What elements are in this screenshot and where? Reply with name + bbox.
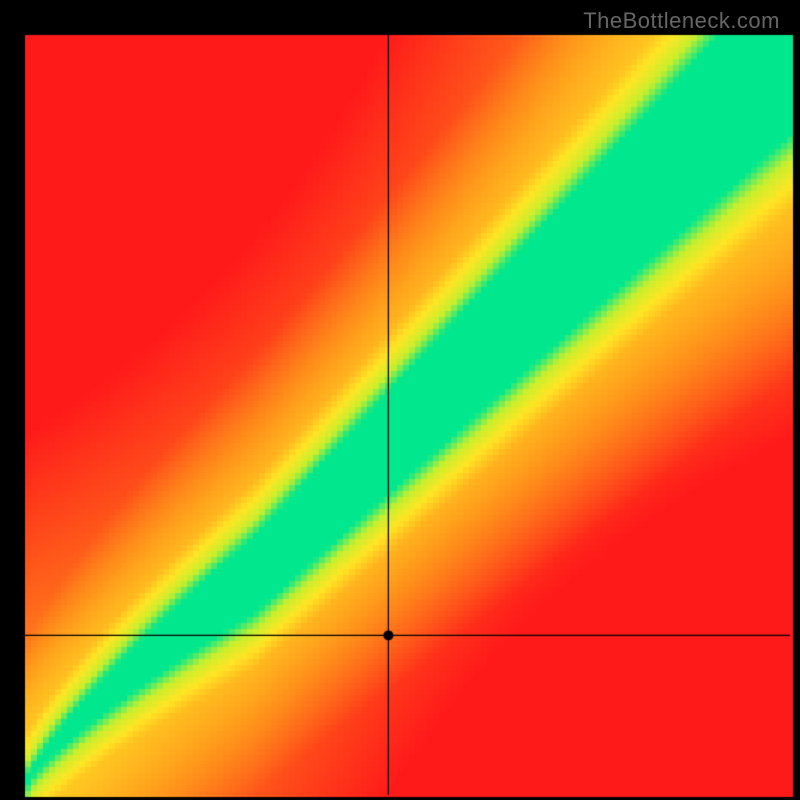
- watermark-text: TheBottleneck.com: [583, 8, 780, 34]
- bottleneck-heatmap: [0, 0, 800, 800]
- chart-container: TheBottleneck.com: [0, 0, 800, 800]
